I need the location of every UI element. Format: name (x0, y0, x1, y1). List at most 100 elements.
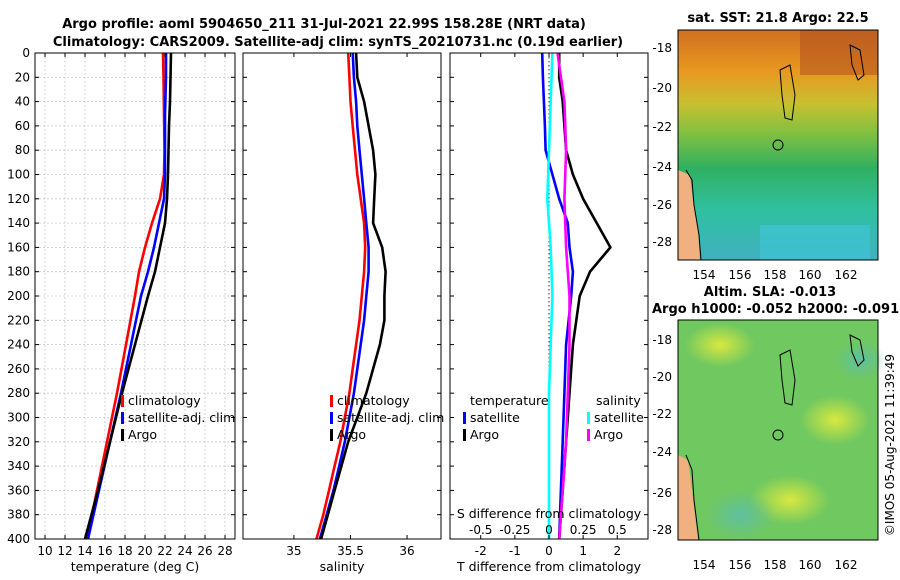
sst-frame (677, 29, 879, 261)
sst-xtick: 162 (835, 268, 858, 282)
legend-swatch-s-satellite (587, 412, 590, 424)
legend-label-satellite: satellite-adj. clim (128, 410, 235, 425)
legend-label-t-argo: Argo (470, 427, 499, 442)
chart-title-line1: Argo profile: aoml 5904650_211 31-Jul-20… (62, 17, 586, 32)
sst-coastline (685, 169, 702, 261)
depth-tick-label: 100 (7, 168, 30, 182)
depth-axis: 0 20 40 60 80 100 120 140 160 180 200 220 240 260 280 3… (7, 46, 30, 546)
temperature-panel: 10 12 14 16 18 20 22 24 26 28 (34, 52, 236, 558)
sla-xtick: 154 (693, 558, 716, 572)
sst-ytick: -28 (652, 235, 672, 249)
depth-tick-label: 300 (7, 411, 30, 425)
depth-tick-label: 280 (7, 386, 30, 400)
depth-tick-label: 0 (22, 46, 30, 60)
depth-tick-label: 260 (7, 362, 30, 376)
sla-xtick: 160 (799, 558, 822, 572)
difference-xlabel-top: S difference from climatology (457, 506, 642, 521)
sst-land (678, 170, 700, 260)
difference-series-s-argo (556, 53, 571, 539)
sla-high-blob (685, 323, 755, 367)
legend-label-s-satellite: satellite (594, 410, 644, 425)
sla-ytick: -18 (652, 333, 672, 347)
sst-yticks: -18 -20 -22 -24 -26 -28 (652, 41, 672, 249)
depth-tick-label: 80 (15, 143, 30, 157)
sst-map-title: sat. SST: 21.8 Argo: 22.5 (687, 11, 868, 26)
sst-xticks: 154 156 158 160 162 (693, 268, 858, 282)
sla-xticks: 154 156 158 160 162 (693, 558, 858, 572)
sla-frame (677, 319, 879, 541)
depth-tick-label: 240 (7, 338, 30, 352)
sla-ytick: -20 (652, 370, 672, 384)
legend-group-salinity: salinity (596, 393, 641, 408)
difference-xtick-label: 1 (579, 544, 587, 558)
temperature-xtick-label: 10 (37, 544, 52, 558)
temperature-xtick-label: 18 (117, 544, 132, 558)
sla-map-title2: Argo h1000: -0.052 h2000: -0.091 (652, 302, 899, 317)
salinity-series-group (315, 53, 387, 539)
sla-xtick: 158 (764, 558, 787, 572)
sst-argo-marker (772, 139, 784, 151)
sla-map (677, 319, 885, 541)
chart-title-line2: Climatology: CARS2009. Satellite-adj cli… (53, 35, 623, 50)
sst-warm-patch (800, 30, 878, 75)
difference-legend: temperature satellite Argo salinity sate… (463, 393, 644, 442)
depth-tick-label: 20 (15, 70, 30, 84)
sla-yticks: -18 -20 -22 -24 -26 -28 (652, 333, 672, 537)
salinity-xtick-label: 36 (399, 544, 414, 558)
sst-map (677, 29, 879, 261)
legend-swatch-argo (121, 429, 124, 441)
depth-tick-label: 140 (7, 216, 30, 230)
difference-top-xtick-label: -0.25 (499, 523, 530, 537)
sst-vanuatu-outline (849, 44, 865, 81)
difference-xtick-label: 2 (613, 544, 621, 558)
difference-top-xtick-label: 0 (545, 523, 553, 537)
sla-coastline (685, 454, 700, 541)
depth-tick-label: 340 (7, 459, 30, 473)
sla-map-title1: Altim. SLA: -0.013 (704, 285, 836, 300)
legend-label-satellite: satellite-adj. clim (337, 410, 444, 425)
sla-ytick: -26 (652, 486, 672, 500)
difference-series-t-argo (557, 53, 612, 539)
watermark: ©IMOS 05-Aug-2021 11:39:49 (883, 354, 897, 536)
salinity-panel: 35 35.5 36 (242, 52, 442, 558)
temperature-xtick-label: 24 (177, 544, 192, 558)
difference-xtick-label: 0 (545, 544, 553, 558)
legend-label-climatology: climatology (128, 393, 201, 408)
depth-tick-label: 60 (15, 119, 30, 133)
difference-series-s-satellite (545, 53, 554, 539)
temperature-series-argo (83, 53, 173, 539)
temperature-xtick-label: 14 (77, 544, 92, 558)
difference-series-t-satellite (540, 53, 575, 539)
depth-tick-label: 320 (7, 435, 30, 449)
legend-swatch-satellite (330, 412, 333, 424)
legend-label-argo: Argo (337, 427, 366, 442)
sla-vanuatu-outline (849, 334, 865, 367)
salinity-series-satellite-adj-clim (318, 53, 370, 539)
legend-swatch-satellite (121, 412, 124, 424)
salinity-xtick-label: 35 (286, 544, 301, 558)
sla-high-blob (800, 395, 870, 445)
difference-top-xtick-label: 0.5 (608, 523, 627, 537)
legend-label-s-argo: Argo (594, 427, 623, 442)
legend-swatch-t-satellite (463, 412, 466, 424)
legend-group-temperature: temperature (470, 393, 549, 408)
sla-argo-marker (772, 429, 784, 441)
sst-ytick: -22 (652, 120, 672, 134)
legend-label-argo: Argo (128, 427, 157, 442)
depth-tick-label: 400 (7, 532, 30, 546)
temperature-xtick-label: 16 (97, 544, 112, 558)
sla-new-caledonia-outline (779, 349, 796, 406)
legend-swatch-s-argo (587, 429, 590, 441)
difference-xtick-label: -2 (475, 544, 487, 558)
sla-ytick: -22 (652, 407, 672, 421)
difference-xtick-label: -1 (509, 544, 521, 558)
sst-ytick: -18 (652, 41, 672, 55)
sst-xtick: 156 (729, 268, 752, 282)
sla-ytick: -28 (652, 523, 672, 537)
depth-tick-label: 40 (15, 95, 30, 109)
temperature-legend: climatology satellite-adj. clim Argo (121, 393, 235, 442)
salinity-series-argo (319, 53, 387, 539)
temperature-xtick-label: 26 (197, 544, 212, 558)
temperature-xtick-label: 22 (157, 544, 172, 558)
